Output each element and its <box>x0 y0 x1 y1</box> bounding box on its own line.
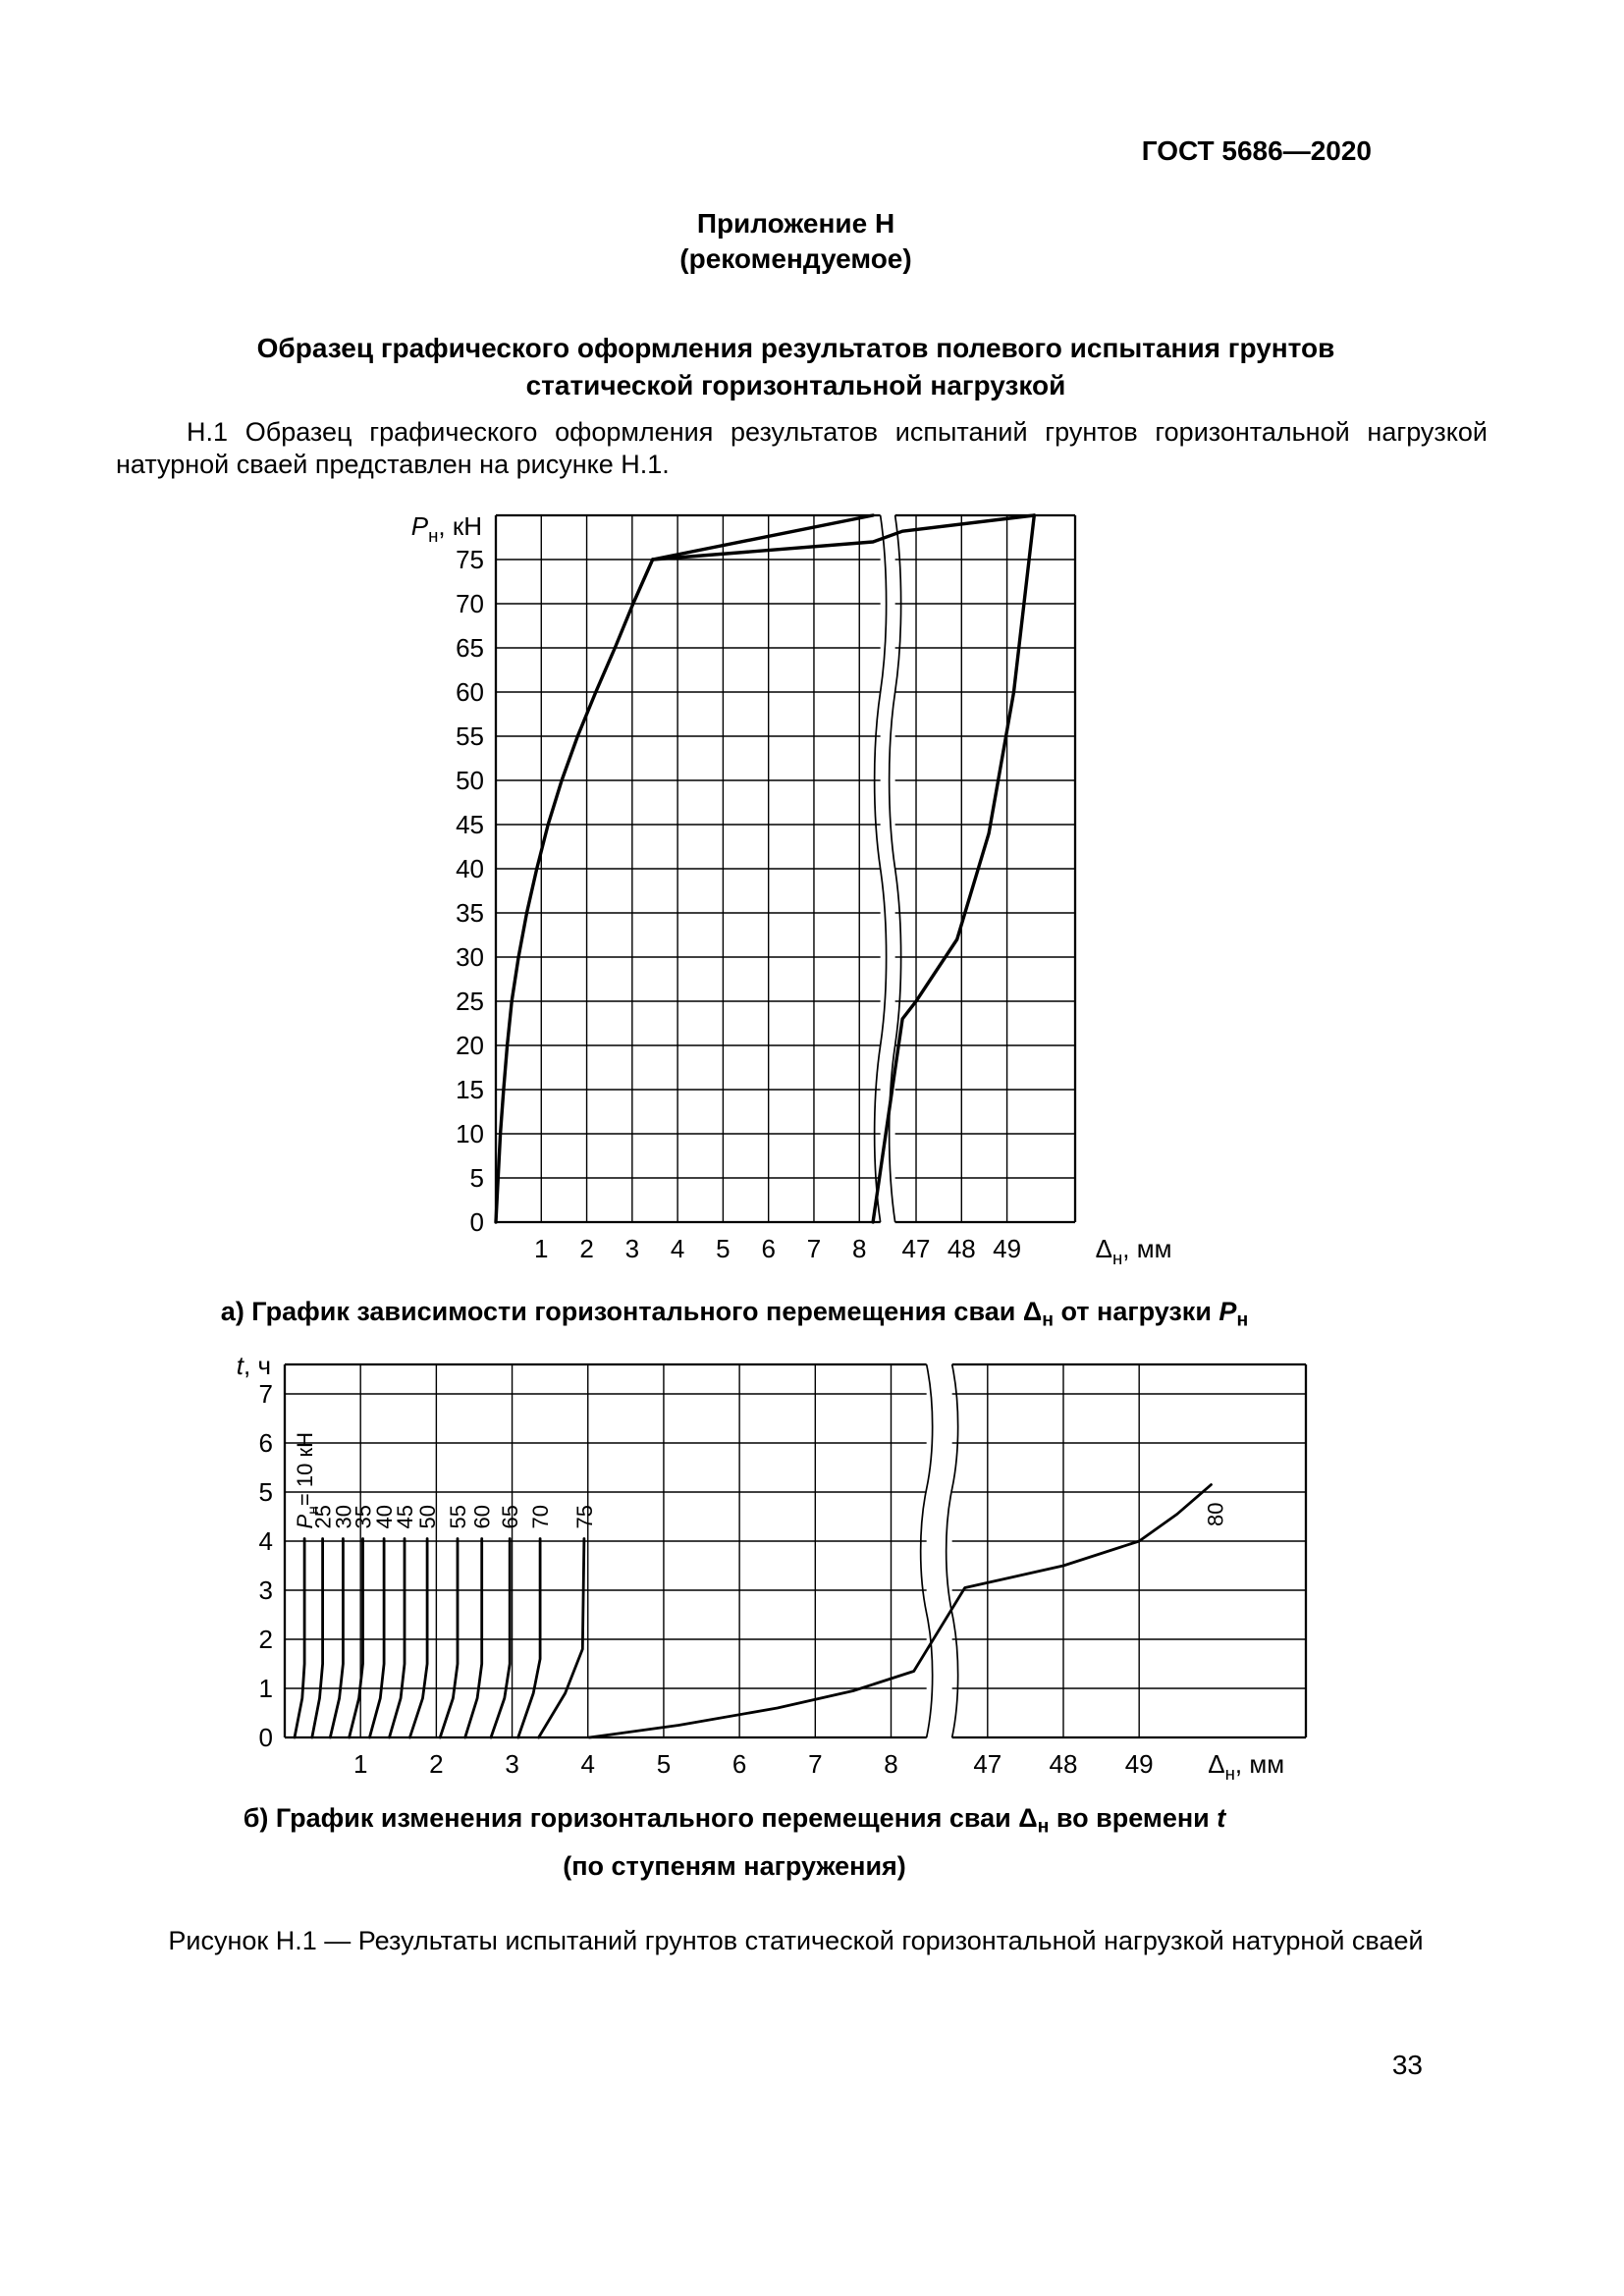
x-tick-label: 4 <box>581 1749 595 1779</box>
caption-b-line2: (по ступеням нагружения) <box>563 1851 906 1882</box>
series-creep-to-failure <box>651 513 1036 561</box>
series-loading <box>494 558 655 1224</box>
y-tick-label: 1 <box>259 1674 273 1703</box>
y-tick-label: 60 <box>456 677 484 707</box>
y-tick-label: 30 <box>456 942 484 972</box>
y-tick-label: 5 <box>470 1163 484 1193</box>
x-tick-label: 7 <box>808 1749 822 1779</box>
y-tick-label: 65 <box>456 633 484 663</box>
series-step-30 <box>328 1537 345 1739</box>
y-tick-label: 75 <box>456 545 484 574</box>
series-step-25 <box>310 1537 325 1739</box>
series-label-step-25: 25 <box>311 1505 336 1528</box>
series-step-10 <box>293 1537 306 1739</box>
series-step-40 <box>367 1537 386 1739</box>
series-step-50 <box>407 1537 429 1739</box>
series-label-step-65: 65 <box>498 1505 522 1528</box>
series-step-55 <box>438 1537 460 1739</box>
y-tick-label: 70 <box>456 589 484 618</box>
series-label-step-30: 30 <box>331 1505 355 1528</box>
x-tick-label: 5 <box>716 1234 730 1263</box>
doc-number: ГОСТ 5686—2020 <box>1141 135 1372 166</box>
page-number: 33 <box>1391 2050 1423 2080</box>
x-axis-title: Δн, мм <box>1208 1749 1284 1784</box>
series-label-step-40: 40 <box>372 1505 397 1528</box>
y-tick-label: 45 <box>456 810 484 839</box>
y-axis-title: t, ч <box>237 1351 271 1380</box>
y-tick-label: 20 <box>456 1031 484 1060</box>
series-label-step-35: 35 <box>352 1505 376 1528</box>
x-tick-label: 1 <box>353 1749 367 1779</box>
paragraph-h1: Н.1 Образец графического оформления резу… <box>116 417 1488 479</box>
x-tick-label: 48 <box>947 1234 976 1263</box>
y-tick-label: 2 <box>259 1625 273 1654</box>
series-label-step-10: Pн= 10 кН <box>293 1432 322 1528</box>
series-step-80 <box>587 1483 1213 1739</box>
x-tick-label: 8 <box>884 1749 897 1779</box>
annex-title: Приложение Н <box>696 208 895 239</box>
figure-caption: Рисунок Н.1 — Результаты испытаний грунт… <box>168 1926 1424 1955</box>
caption-b-line1: б) График изменения горизонтального пере… <box>243 1803 1226 1838</box>
x-axis-title: Δн, мм <box>1096 1234 1172 1268</box>
x-tick-label: 2 <box>429 1749 443 1779</box>
y-tick-label: 4 <box>259 1526 273 1556</box>
annex-heading: Приложение Н (рекомендуемое) <box>116 206 1476 277</box>
series-step-45 <box>388 1537 406 1739</box>
x-tick-label: 6 <box>732 1749 746 1779</box>
series-step-70 <box>516 1537 542 1739</box>
chart-load-displacement: 1 2 3 4 5 6 7 8 47 48 4905101520253035404550556065… <box>411 511 1172 1268</box>
y-tick-label: 40 <box>456 854 484 883</box>
series-label-step-70: 70 <box>528 1505 553 1528</box>
page-title: Образец графического оформления результа… <box>116 330 1476 404</box>
y-tick-label: 3 <box>259 1575 273 1605</box>
caption-a: а) График зависимости горизонтального пе… <box>220 1297 1249 1331</box>
x-tick-label: 2 <box>579 1234 593 1263</box>
y-tick-label: 50 <box>456 766 484 795</box>
x-tick-label: 7 <box>807 1234 821 1263</box>
y-tick-label: 10 <box>456 1119 484 1148</box>
series-label-step-60: 60 <box>470 1505 495 1528</box>
y-tick-label: 0 <box>470 1207 484 1237</box>
series-step-75 <box>537 1537 586 1739</box>
series-failure-branch <box>651 513 875 561</box>
series-label-step-45: 45 <box>393 1505 417 1528</box>
x-tick-label: 1 <box>534 1234 548 1263</box>
annex-subtitle: (рекомендуемое) <box>679 243 912 274</box>
x-tick-label: 49 <box>993 1234 1021 1263</box>
x-tick-label: 3 <box>625 1234 639 1263</box>
y-tick-label: 15 <box>456 1075 484 1104</box>
y-axis-title: Pн, кН <box>411 511 482 546</box>
series-label-step-75: 75 <box>572 1505 597 1528</box>
x-tick-label: 47 <box>902 1234 931 1263</box>
x-tick-label: 8 <box>852 1234 866 1263</box>
x-tick-label: 49 <box>1125 1749 1154 1779</box>
y-tick-label: 6 <box>259 1428 273 1458</box>
series-label-step-55: 55 <box>446 1505 470 1528</box>
x-tick-label: 48 <box>1050 1749 1078 1779</box>
caption-b: б) График изменения горизонтального пере… <box>116 1798 1353 1887</box>
page-title-line1: Образец графического оформления результа… <box>256 333 1335 363</box>
x-tick-label: 4 <box>671 1234 684 1263</box>
page-title-line2: статической горизонтальной нагрузкой <box>525 370 1066 400</box>
y-tick-label: 25 <box>456 987 484 1016</box>
series-label-step-50: 50 <box>415 1505 440 1528</box>
x-tick-label: 47 <box>973 1749 1001 1779</box>
series-label-step-80: 80 <box>1203 1503 1227 1526</box>
x-tick-label: 6 <box>761 1234 775 1263</box>
y-tick-label: 35 <box>456 898 484 928</box>
series-step-35 <box>348 1537 364 1739</box>
y-tick-label: 7 <box>259 1379 273 1409</box>
y-tick-label: 5 <box>259 1477 273 1507</box>
y-tick-label: 0 <box>259 1723 273 1752</box>
series-step-60 <box>463 1537 484 1739</box>
x-tick-label: 5 <box>657 1749 671 1779</box>
series-unloading <box>871 513 1036 1224</box>
y-tick-label: 55 <box>456 721 484 751</box>
x-tick-label: 3 <box>505 1749 518 1779</box>
series-step-65 <box>489 1537 512 1739</box>
